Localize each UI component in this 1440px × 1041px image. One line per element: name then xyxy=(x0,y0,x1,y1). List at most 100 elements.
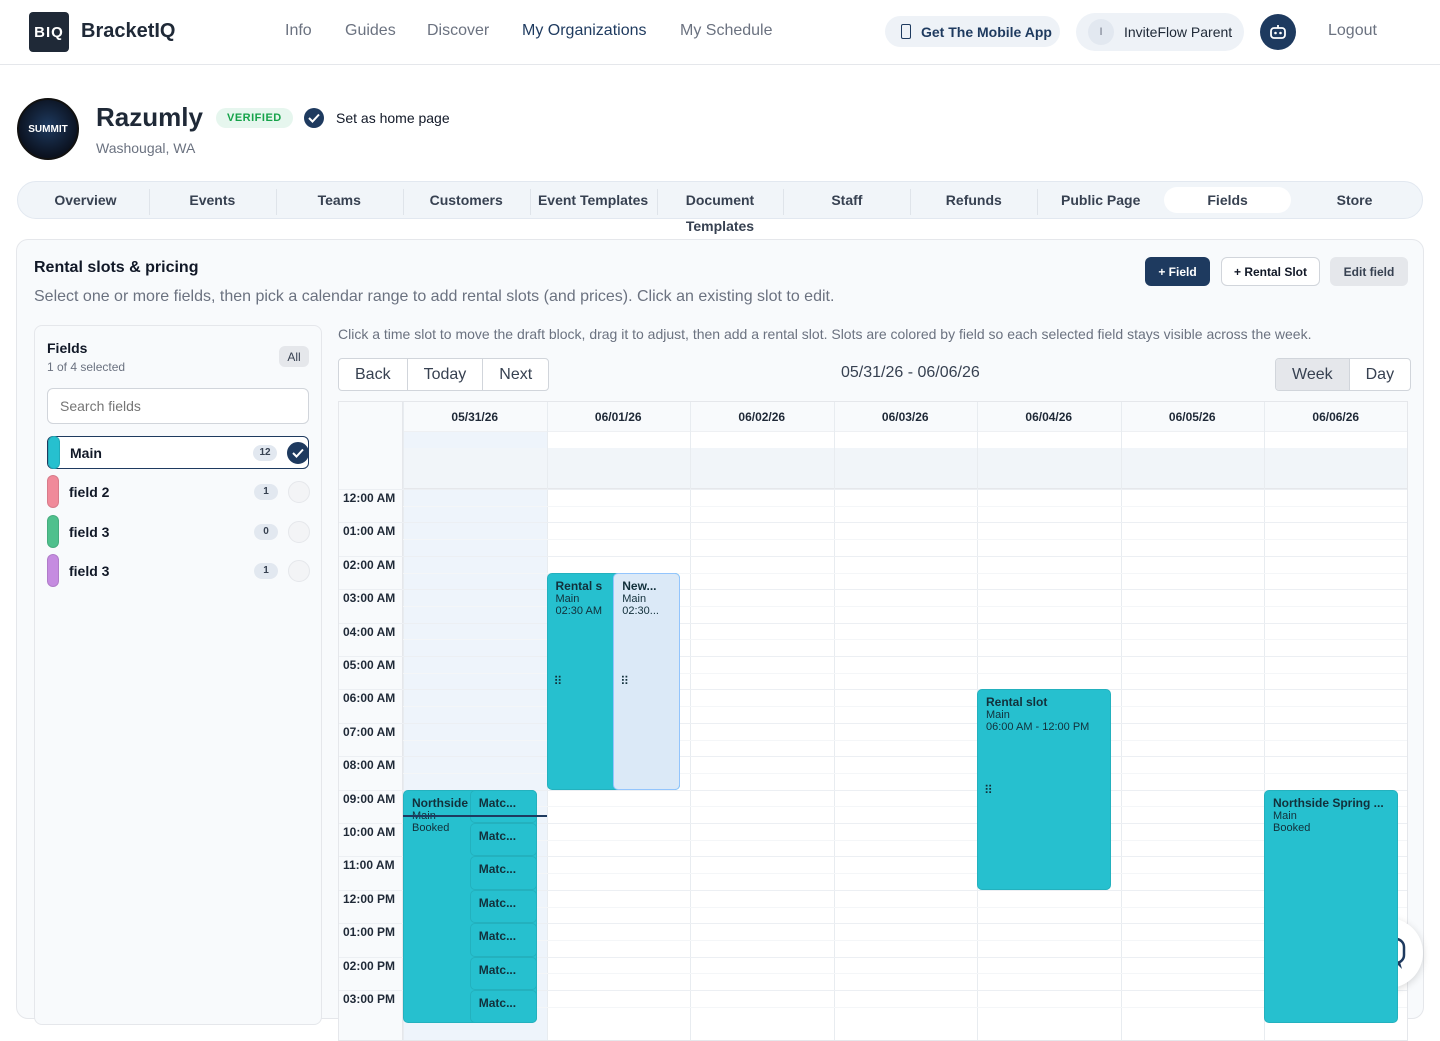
hour-line xyxy=(339,956,1407,958)
calendar-view-toggle: Week Day xyxy=(1275,358,1412,391)
field-select-checkbox[interactable] xyxy=(288,520,310,543)
calendar-event[interactable]: Matc... xyxy=(469,956,537,990)
tab-customers[interactable]: Customers xyxy=(402,187,530,215)
hour-line xyxy=(339,923,1407,925)
draft-slot-block[interactable]: New... Main 02:30... ⠿ xyxy=(613,572,680,790)
half-hour-line xyxy=(403,873,1407,875)
calendar-event[interactable]: Matc... xyxy=(469,990,537,1024)
half-hour-line xyxy=(403,639,1407,641)
select-all-fields-button[interactable]: All xyxy=(279,346,309,367)
organization-logo-text: SUMMIT xyxy=(28,123,68,135)
hour-line xyxy=(339,756,1407,758)
nav-guides[interactable]: Guides xyxy=(345,22,396,39)
bracketiq-logo[interactable]: BIQ xyxy=(29,12,69,52)
organization-logo: SUMMIT xyxy=(17,98,79,160)
drag-handle-icon[interactable]: ⠿ xyxy=(620,674,630,689)
calendar-event[interactable]: Matc... xyxy=(469,923,537,957)
checkmark-icon xyxy=(308,113,320,123)
field-slot-count: 1 xyxy=(254,562,278,579)
robot-icon xyxy=(1270,25,1286,39)
field-slot-count: 0 xyxy=(254,523,278,540)
tab-events[interactable]: Events xyxy=(148,187,276,215)
set-home-page-checkbox[interactable] xyxy=(304,108,324,128)
time-label: 04:00 AM xyxy=(343,624,396,639)
event-time: 06:00 AM - 12:00 PM xyxy=(986,721,1090,734)
field-select-checkbox[interactable] xyxy=(288,559,310,582)
field-item-field-2[interactable]: field 2 1 xyxy=(47,475,310,508)
calendar-next-button[interactable]: Next xyxy=(482,359,548,390)
get-mobile-app-button[interactable]: Get The Mobile App xyxy=(885,16,1060,47)
calendar-event[interactable]: Rental slot Main 06:00 AM - 12:00 PM ⠿ xyxy=(977,689,1111,890)
day-header[interactable]: 05/31/26 xyxy=(451,410,499,424)
tab-overview[interactable]: Overview xyxy=(54,192,117,208)
hour-line xyxy=(339,489,1407,490)
time-label: 09:00 AM xyxy=(343,791,396,806)
set-home-page-label[interactable]: Set as home page xyxy=(336,110,450,126)
day-header[interactable]: 06/06/26 xyxy=(1312,410,1360,424)
time-label: 03:00 PM xyxy=(343,992,396,1006)
nav-discover[interactable]: Discover xyxy=(427,22,490,39)
nav-my-organizations[interactable]: My Organizations xyxy=(522,22,647,39)
day-column-divider xyxy=(690,402,691,1040)
event-title: Matc... xyxy=(478,895,517,910)
hour-line xyxy=(339,622,1407,624)
rental-slots-card: Rental slots & pricing Select one or mor… xyxy=(16,239,1424,1041)
half-hour-line xyxy=(403,605,1407,607)
tab-document-templates[interactable]: Document Templates xyxy=(656,187,784,234)
tab-teams[interactable]: Teams xyxy=(275,187,403,215)
user-menu-button[interactable]: I InviteFlow Parent xyxy=(1076,13,1244,51)
tab-staff[interactable]: Staff xyxy=(783,187,910,215)
day-header[interactable]: 06/02/26 xyxy=(738,410,786,424)
fields-selected-count: 1 of 4 selected xyxy=(47,360,126,374)
calendar-back-button[interactable]: Back xyxy=(355,365,391,383)
nav-info[interactable]: Info xyxy=(285,22,312,39)
brand-name[interactable]: BracketIQ xyxy=(81,20,176,42)
day-header[interactable]: 06/04/26 xyxy=(1025,410,1073,424)
logout-link[interactable]: Logout xyxy=(1328,22,1377,39)
day-header[interactable]: 06/05/26 xyxy=(1168,410,1216,424)
edit-field-button[interactable]: Edit field xyxy=(1330,257,1408,286)
time-label: 01:00 PM xyxy=(343,925,396,940)
week-view-button[interactable]: Week xyxy=(1276,359,1349,390)
drag-handle-icon[interactable]: ⠿ xyxy=(553,674,563,689)
calendar-event[interactable]: Northside Spring ... Main Booked xyxy=(1264,789,1398,1024)
day-view-button[interactable]: Day xyxy=(1348,359,1410,390)
assistant-bot-button[interactable] xyxy=(1260,14,1296,50)
field-item-field-3-b[interactable]: field 3 1 xyxy=(47,554,310,587)
field-selected-checkbox[interactable] xyxy=(287,441,309,464)
field-item-field-3[interactable]: field 3 0 xyxy=(47,515,310,548)
event-field: Main xyxy=(986,709,1010,722)
calendar-event[interactable]: Matc... xyxy=(469,823,537,857)
tab-fields[interactable]: Fields xyxy=(1164,187,1292,213)
event-field: Main xyxy=(1273,809,1297,822)
field-item-label: Main xyxy=(70,444,102,461)
tab-public-page[interactable]: Public Page xyxy=(1037,187,1164,215)
half-hour-line xyxy=(403,739,1407,741)
time-label: 08:00 AM xyxy=(343,758,396,773)
tab-store[interactable]: Store xyxy=(1336,192,1373,208)
tab-refunds[interactable]: Refunds xyxy=(910,187,1037,215)
calendar-event[interactable]: Matc... xyxy=(469,789,537,823)
time-label: 10:00 AM xyxy=(343,825,396,839)
search-fields-input[interactable] xyxy=(47,388,309,424)
day-header[interactable]: 06/03/26 xyxy=(881,410,929,424)
hour-line xyxy=(339,856,1407,858)
time-label: 11:00 AM xyxy=(343,858,395,873)
calendar-event[interactable]: Matc... xyxy=(469,889,537,924)
field-select-checkbox[interactable] xyxy=(288,480,310,503)
nav-my-schedule[interactable]: My Schedule xyxy=(680,22,773,39)
drag-handle-icon[interactable]: ⠿ xyxy=(984,782,993,797)
calendar-event[interactable]: Matc... xyxy=(469,856,537,890)
day-header[interactable]: 06/01/26 xyxy=(594,410,642,424)
calendar-nav-buttons: Back Today Next xyxy=(338,358,550,391)
add-field-button[interactable]: + Field xyxy=(1145,257,1210,286)
field-color-swatch xyxy=(47,475,59,508)
add-rental-slot-button[interactable]: + Rental Slot xyxy=(1221,257,1320,286)
week-calendar-grid[interactable]: 05/31/26 06/01/26 06/02/26 06/03/26 06/04/26… xyxy=(338,401,1408,1041)
event-title: Matc... xyxy=(478,795,517,810)
field-item-main[interactable]: Main 12 xyxy=(47,436,309,469)
tab-event-templates[interactable]: Event Templates xyxy=(529,187,657,215)
calendar-today-button[interactable]: Today xyxy=(406,359,483,390)
calendar-hint: Click a time slot to move the draft bloc… xyxy=(338,326,1312,342)
organization-tabs: Overview Events Teams Customers Event Te… xyxy=(17,181,1423,234)
